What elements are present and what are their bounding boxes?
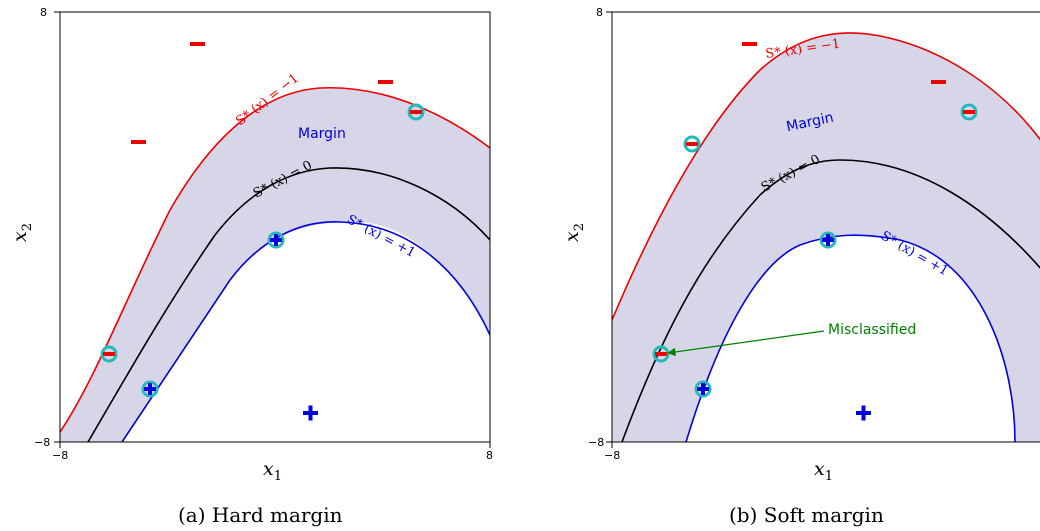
curve-plus-one bbox=[121, 221, 490, 442]
margin-label: Margin bbox=[298, 126, 346, 142]
panel-hard-margin: −8 8 8 −8 x1 x2 S* (x) = −1 S* (x) = 0 S… bbox=[9, 6, 493, 527]
y-min-tick-label: −8 bbox=[588, 436, 604, 449]
caption-soft-margin: (b) Soft margin bbox=[729, 503, 884, 527]
y-axis-label: x2 bbox=[9, 223, 35, 242]
support-vector-negative bbox=[407, 103, 425, 121]
support-vector-positive bbox=[694, 380, 712, 398]
annotation-arrow bbox=[667, 330, 825, 357]
x-axis-label: x1 bbox=[814, 458, 833, 484]
y-max-tick-label: 8 bbox=[596, 6, 603, 19]
negative-point bbox=[742, 42, 757, 46]
positive-point bbox=[303, 405, 318, 421]
x-max-tick-label: 8 bbox=[486, 449, 493, 462]
curve-zero bbox=[621, 159, 1040, 442]
support-vector-positive bbox=[267, 231, 285, 249]
margin-band bbox=[60, 87, 490, 442]
support-vector-positive bbox=[141, 380, 159, 398]
curve-minus-one bbox=[60, 86, 490, 433]
curve-minus-one bbox=[612, 32, 1040, 321]
positive-point bbox=[856, 405, 871, 421]
x-min-tick-label: −8 bbox=[52, 449, 68, 462]
support-vector-negative bbox=[683, 135, 701, 153]
negative-point bbox=[931, 80, 946, 84]
support-vector-positive bbox=[819, 231, 837, 249]
x-min-tick-label: −8 bbox=[604, 449, 620, 462]
x-axis-label: x1 bbox=[263, 458, 282, 484]
support-vector-negative bbox=[960, 103, 978, 121]
y-min-tick-label: −8 bbox=[34, 436, 50, 449]
negative-point bbox=[131, 140, 146, 144]
curve-plus-one bbox=[685, 234, 1016, 442]
y-max-tick-label: 8 bbox=[40, 6, 47, 19]
annotation-misclassified: Misclassified bbox=[828, 322, 916, 338]
caption-hard-margin: (a) Hard margin bbox=[178, 503, 343, 527]
negative-point bbox=[378, 80, 393, 84]
panel-soft-margin: −8 8 −8 x1 x2 S* (x) = −1 S* (x) = 0 S* … bbox=[561, 6, 1040, 527]
plot-frame bbox=[59, 11, 491, 443]
curve-zero bbox=[87, 167, 490, 442]
plot-frame bbox=[611, 11, 1040, 443]
y-axis-label: x2 bbox=[561, 223, 587, 242]
support-vector-negative bbox=[100, 345, 118, 363]
negative-point bbox=[190, 42, 205, 46]
